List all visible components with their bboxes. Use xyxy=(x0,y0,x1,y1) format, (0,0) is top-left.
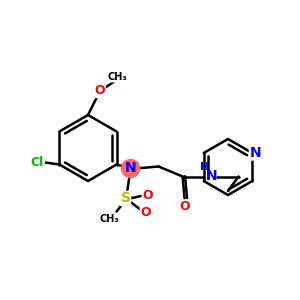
Text: N: N xyxy=(249,146,261,160)
Text: CH₃: CH₃ xyxy=(100,214,119,224)
Text: Cl: Cl xyxy=(31,156,44,169)
Text: O: O xyxy=(179,200,190,213)
Text: S: S xyxy=(121,191,130,206)
Text: H: H xyxy=(200,163,209,172)
Text: N: N xyxy=(125,161,136,176)
Text: CH₃: CH₃ xyxy=(107,72,127,82)
Text: O: O xyxy=(140,206,151,219)
Text: O: O xyxy=(95,85,105,98)
Text: O: O xyxy=(142,189,153,202)
Text: N: N xyxy=(206,169,218,182)
Circle shape xyxy=(122,160,140,178)
